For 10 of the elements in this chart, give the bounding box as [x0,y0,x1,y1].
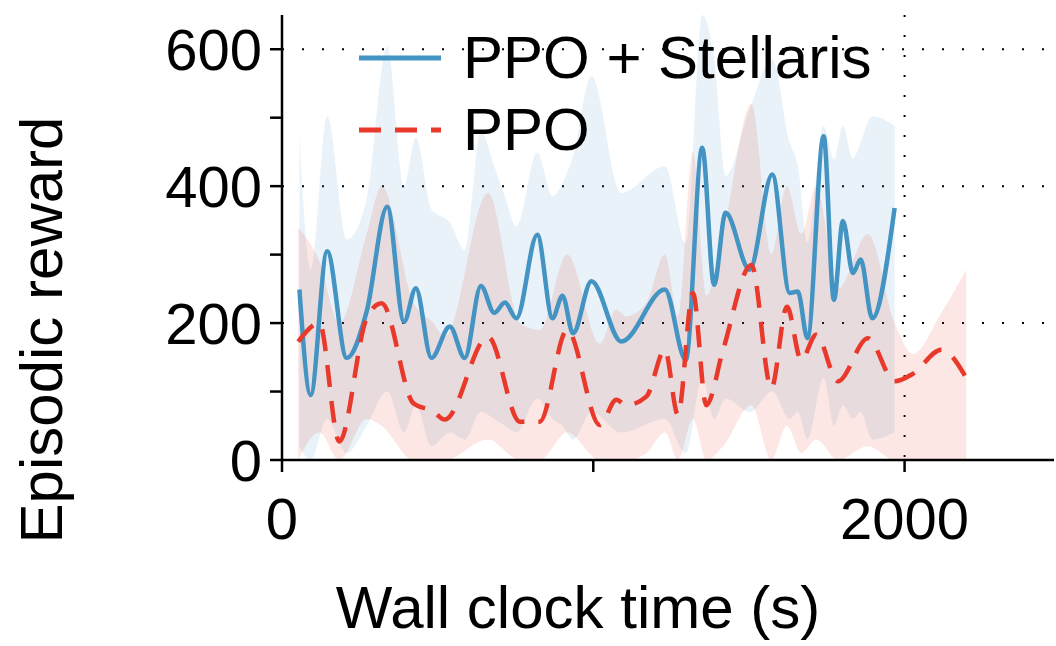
y-tick-label: 400 [165,153,262,219]
x-tick-label: 2000 [840,486,970,552]
y-axis-title: Episodic reward [8,116,75,544]
y-tick-label: 600 [165,16,262,82]
x-axis-title: Wall clock time (s) [335,574,821,641]
y-tick-label: 0 [229,427,262,493]
legend-label: PPO [463,95,590,165]
line-series [295,262,969,444]
y-tick-label: 200 [165,290,262,356]
legend-label: PPO + Stellaris [463,23,872,93]
